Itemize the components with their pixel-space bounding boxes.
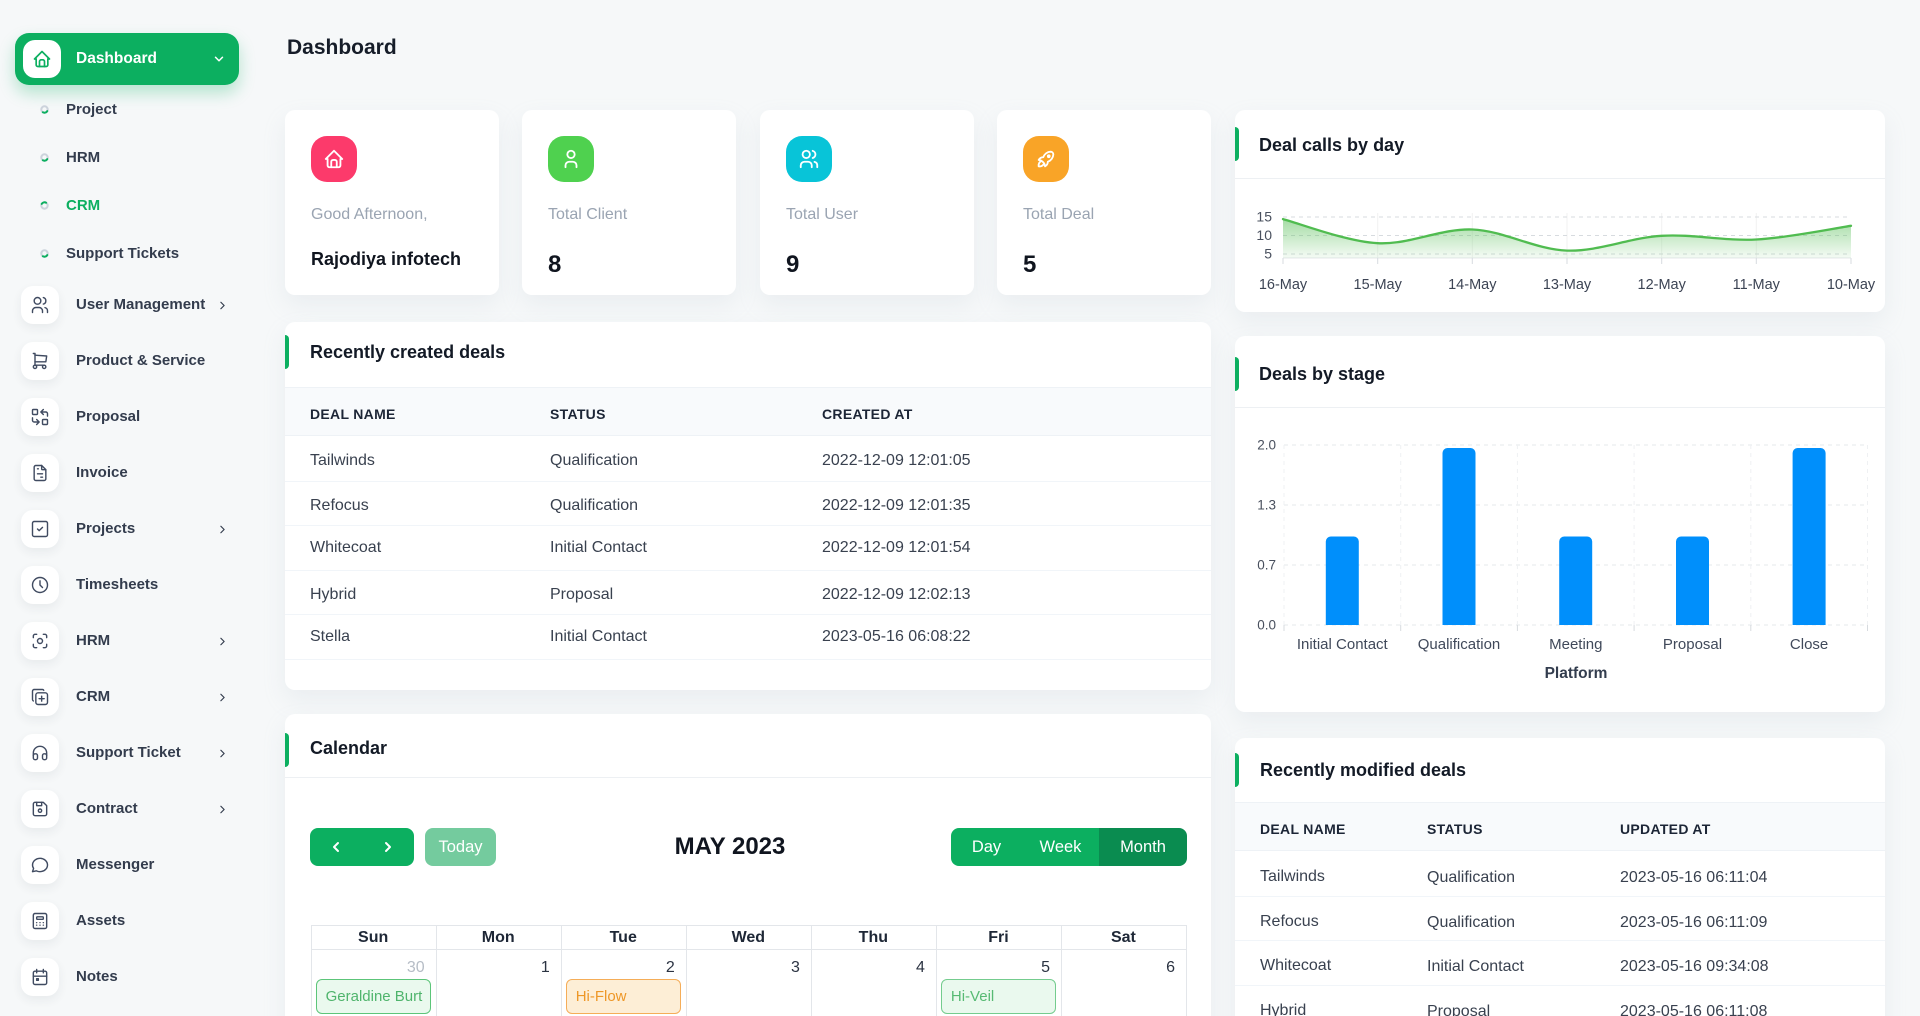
svg-text:1.3: 1.3 (1257, 498, 1276, 513)
svg-text:14-May: 14-May (1448, 277, 1497, 293)
svg-text:Qualification: Qualification (1418, 636, 1501, 653)
svg-text:0.7: 0.7 (1257, 558, 1276, 573)
svg-text:Initial Contact: Initial Contact (1297, 636, 1389, 653)
svg-text:Platform: Platform (1545, 665, 1608, 682)
svg-text:10-May: 10-May (1827, 277, 1876, 293)
svg-text:11-May: 11-May (1733, 277, 1781, 293)
svg-text:2.0: 2.0 (1257, 438, 1276, 453)
svg-text:Proposal: Proposal (1663, 636, 1722, 653)
svg-text:10: 10 (1256, 227, 1272, 243)
svg-text:15-May: 15-May (1354, 277, 1403, 293)
svg-text:5: 5 (1264, 246, 1272, 262)
svg-text:0.0: 0.0 (1257, 618, 1276, 633)
svg-text:15: 15 (1256, 209, 1272, 225)
svg-text:Close: Close (1790, 636, 1828, 653)
svg-text:12-May: 12-May (1638, 277, 1687, 293)
svg-text:16-May: 16-May (1259, 277, 1308, 293)
svg-text:Meeting: Meeting (1549, 636, 1602, 653)
svg-text:13-May: 13-May (1543, 277, 1592, 293)
